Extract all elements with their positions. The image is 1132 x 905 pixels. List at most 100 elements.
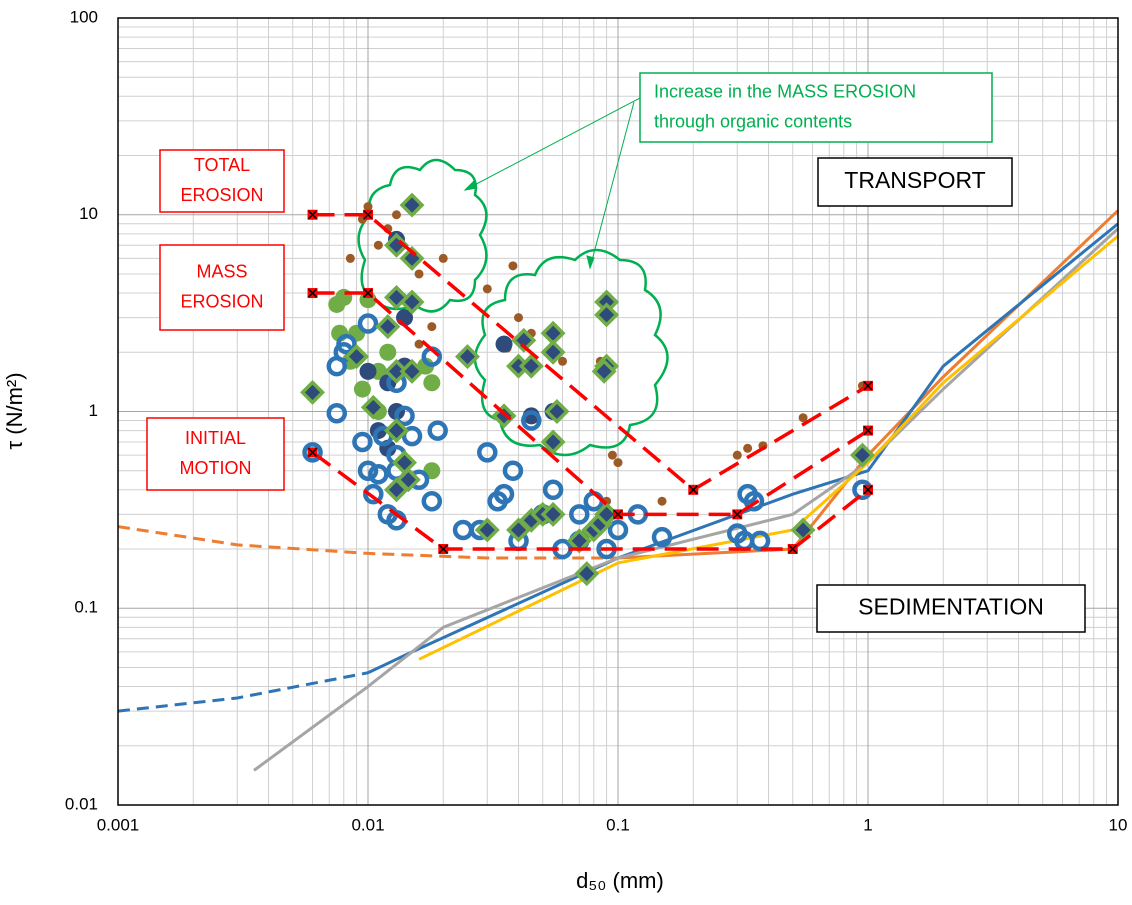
point <box>863 425 873 436</box>
point <box>414 339 424 349</box>
point <box>732 450 742 460</box>
x-tick-label: 10 <box>1109 815 1128 834</box>
marker-cross <box>363 210 373 220</box>
annotation-text: TOTAL <box>194 155 250 175</box>
point <box>368 463 389 485</box>
data <box>117 192 1120 772</box>
marker-cross <box>863 381 873 391</box>
point <box>302 442 323 463</box>
point <box>357 460 379 481</box>
point <box>438 253 448 263</box>
annotation: MASS EROSION <box>159 244 285 331</box>
annotation-box <box>817 157 1013 207</box>
point <box>482 284 492 294</box>
point <box>399 289 425 315</box>
y-tick-label: 0.01 <box>65 794 98 813</box>
curve <box>311 450 870 551</box>
annotation-text: INITIAL <box>185 428 246 448</box>
point <box>357 313 379 334</box>
point <box>455 344 480 370</box>
annotation: INITIAL MOTION <box>146 417 285 491</box>
point <box>849 442 875 468</box>
point <box>518 353 544 379</box>
point <box>514 313 524 323</box>
point <box>328 295 346 313</box>
point <box>657 496 667 506</box>
annotation: TOTAL EROSION <box>159 149 285 213</box>
y-tick-label: 100 <box>70 7 98 26</box>
point <box>336 333 357 355</box>
point <box>300 379 326 405</box>
point <box>373 240 383 250</box>
annotation-text: Increase in the MASS EROSION <box>654 81 916 101</box>
point <box>307 209 318 220</box>
point <box>540 501 566 527</box>
point <box>502 460 524 481</box>
point <box>414 269 424 279</box>
annotation: TRANSPORT <box>817 157 1013 207</box>
point <box>353 380 371 398</box>
y-tick-label: 10 <box>79 204 98 223</box>
marker-cross <box>308 288 318 298</box>
point <box>863 380 873 391</box>
point <box>508 261 518 271</box>
point <box>477 442 498 463</box>
x-tick-label: 0.001 <box>97 815 140 834</box>
annotation-arrows <box>463 97 641 270</box>
annotation: Increase in the MASS EROSION through orga… <box>639 72 993 143</box>
point <box>360 394 386 420</box>
point <box>399 192 425 218</box>
curve <box>253 227 1120 772</box>
annotation-text: through organic contents <box>654 111 852 131</box>
point <box>345 253 355 263</box>
point <box>344 344 370 370</box>
x-axis-title: d₅₀ (mm) <box>576 868 664 893</box>
point <box>613 458 623 468</box>
annotation-text: MOTION <box>180 458 252 478</box>
point <box>743 443 753 453</box>
point <box>688 484 699 495</box>
point <box>732 509 743 520</box>
point <box>749 530 771 552</box>
annotation-box <box>159 149 285 213</box>
point <box>569 504 590 525</box>
marker-cross <box>613 509 623 519</box>
point <box>544 399 570 424</box>
point <box>521 410 542 431</box>
marker-cross <box>308 210 318 220</box>
point <box>399 245 425 271</box>
point <box>607 450 617 460</box>
point <box>495 335 513 353</box>
marker-cross <box>863 426 873 436</box>
point <box>379 343 397 361</box>
marker-cross <box>863 485 873 495</box>
point <box>591 358 617 384</box>
point <box>384 232 409 258</box>
point <box>375 314 401 340</box>
annotation: SEDIMENTATION <box>816 584 1086 633</box>
annotation-text: MASS <box>196 261 247 281</box>
point <box>384 418 409 444</box>
point <box>363 202 373 212</box>
y-axis-title: τ (N/m²) <box>2 372 27 449</box>
y-tick-label: 0.1 <box>74 598 98 617</box>
marker-cross <box>788 544 798 554</box>
x-tick-label: 1 <box>863 815 872 834</box>
plot-frame <box>117 17 1119 806</box>
point <box>540 339 566 365</box>
point <box>574 561 600 587</box>
marker-cross <box>438 544 448 554</box>
point <box>423 374 441 392</box>
marker-cross <box>308 447 318 457</box>
annotation-box <box>816 584 1086 633</box>
point <box>438 544 449 555</box>
point <box>594 302 620 328</box>
point <box>363 288 373 299</box>
annotation-text: SEDIMENTATION <box>858 594 1044 620</box>
point <box>613 509 623 520</box>
curve <box>117 671 369 713</box>
point <box>401 425 423 447</box>
point <box>798 413 808 423</box>
point <box>427 420 448 441</box>
